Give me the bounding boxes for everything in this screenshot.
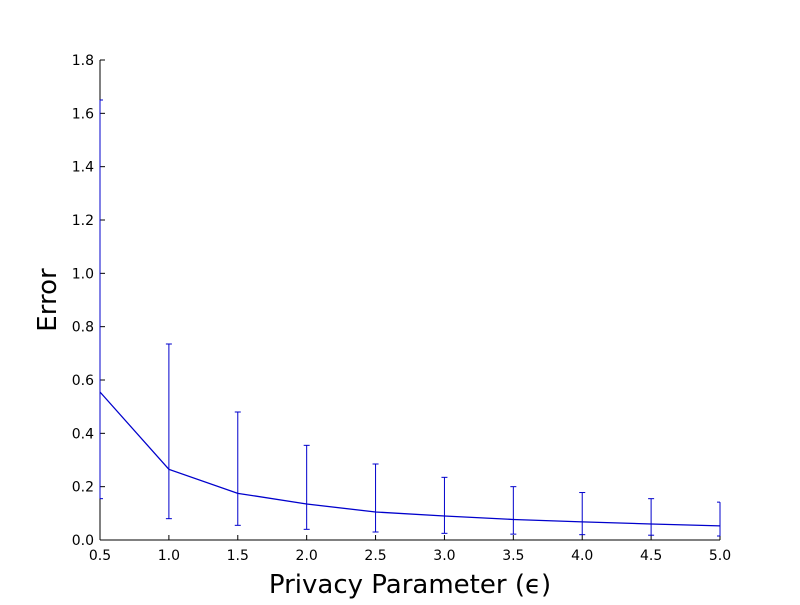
- series-line: [99, 391, 721, 527]
- y-tick-label: 0.6: [72, 373, 94, 389]
- error-bar: [648, 498, 655, 536]
- error-bar: [510, 486, 517, 535]
- x-tick-label: 3.0: [433, 548, 455, 564]
- x-tick-label: 2.0: [296, 548, 318, 564]
- y-tick-label: 0.4: [72, 426, 94, 442]
- error-bar: [717, 501, 721, 537]
- error-bar: [441, 476, 448, 534]
- series-lines: [99, 391, 721, 527]
- x-tick-label: 0.5: [89, 548, 111, 564]
- x-tick-label: 5.0: [709, 548, 731, 564]
- error-bar: [579, 492, 586, 536]
- ticks: 0.5 1.0 1.5 2.0 2.5 3.0 3.5 4.0 4.5 5.0 0.0 0.2 0.4 0…: [72, 53, 731, 564]
- axis-labels: Privacy Parameter (ϵ) Error: [33, 268, 551, 600]
- error-bar: [165, 343, 172, 520]
- x-tick-label: 2.5: [364, 548, 386, 564]
- x-tick-label: 1.0: [158, 548, 180, 564]
- error-bars: [99, 99, 721, 537]
- x-tick-label: 4.5: [640, 548, 662, 564]
- y-tick-label: 1.8: [72, 53, 94, 69]
- y-tick-label: 0.2: [72, 480, 94, 496]
- y-tick-label: 1.2: [72, 213, 94, 229]
- error-bar: [234, 411, 241, 526]
- y-tick-label: 1.4: [72, 160, 94, 176]
- x-tick-label: 4.0: [571, 548, 593, 564]
- y-tick-label: 0.0: [72, 533, 94, 549]
- x-tick-label: 1.5: [227, 548, 249, 564]
- axes: [99, 60, 720, 541]
- y-tick-label: 1.0: [72, 266, 94, 282]
- y-tick-label: 0.8: [72, 320, 94, 336]
- y-tick-label: 1.6: [72, 106, 94, 122]
- x-tick-label: 3.5: [502, 548, 524, 564]
- error-bar: [303, 444, 310, 530]
- error-bar: [372, 463, 379, 533]
- error-bar: [99, 99, 103, 500]
- y-axis-label: Error: [33, 268, 63, 332]
- x-axis-label: Privacy Parameter (ϵ): [269, 570, 551, 600]
